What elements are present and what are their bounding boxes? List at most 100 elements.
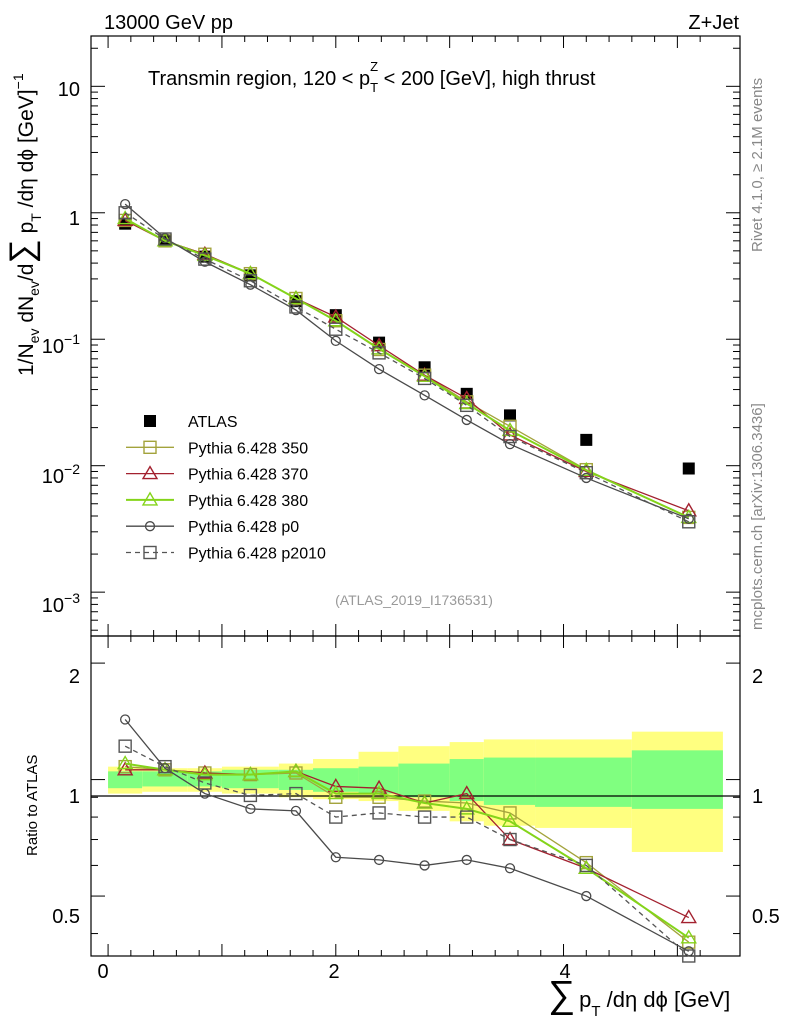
y-tick-1e-1: 10−1 — [42, 331, 80, 358]
x-tick-labels: 0 2 4 — [97, 961, 570, 983]
series-marker-2 — [327, 308, 345, 323]
ratio-marker-4 — [504, 863, 516, 874]
ratio-marker-3 — [501, 812, 519, 828]
ratio-marker-3 — [327, 785, 345, 800]
series-marker-3 — [287, 290, 305, 305]
ratio-series-layer — [116, 714, 697, 963]
ratio-bands — [108, 731, 723, 852]
ratio-marker-2 — [680, 909, 697, 924]
series-marker-4 — [504, 439, 516, 450]
y-tick-labels: 10−3 10−2 10−1 1 10 — [42, 79, 80, 617]
plot-title: Transmin region, 120 < pTZ < 200 [GeV], … — [148, 59, 596, 95]
series-marker-4 — [581, 472, 592, 484]
series-marker-3 — [116, 210, 134, 225]
ratio-marker-5 — [118, 739, 132, 753]
series-marker-3 — [242, 265, 259, 280]
series-marker-5 — [682, 515, 696, 529]
energy-label: 13000 GeV pp — [104, 12, 233, 34]
y-tick-10: 10 — [58, 79, 80, 101]
atlas-point-11 — [682, 462, 695, 475]
ratio-marker-1 — [503, 806, 517, 820]
y-tick-1e-3: 10−3 — [42, 590, 80, 617]
series-marker-3 — [370, 340, 388, 355]
ratio-marker-2 — [327, 778, 345, 793]
ratio-marker-3 — [680, 929, 697, 944]
y-tick-1e-2: 10−2 — [42, 461, 80, 488]
ratio-marker-3 — [458, 800, 475, 815]
series-marker-4 — [245, 279, 256, 290]
x-tick-4: 4 — [559, 961, 570, 983]
ratio-marker-5 — [460, 810, 474, 824]
ratio-tick-05-right: 0.5 — [752, 906, 780, 928]
ratio-marker-5 — [503, 832, 517, 847]
legend-marker-3 — [141, 491, 159, 506]
legend-marker-2 — [141, 465, 159, 480]
band-inner-8 — [449, 759, 484, 802]
band-inner-0 — [108, 771, 143, 789]
legend-label-1: Pythia 6.428 350 — [188, 440, 308, 457]
series-marker-5 — [118, 206, 132, 220]
ratio-line-3 — [125, 762, 690, 939]
process-label: Z+Jet — [688, 12, 739, 34]
series-marker-4 — [683, 513, 694, 524]
legend-label-5: Pythia 6.428 p2010 — [188, 546, 326, 563]
ratio-marker-5 — [329, 810, 343, 824]
legend-marker-5 — [143, 545, 157, 560]
x-tick-0: 0 — [97, 961, 108, 983]
band-inner-10 — [535, 757, 632, 807]
ratio-marker-3 — [370, 785, 388, 800]
ratio-marker-4 — [330, 852, 341, 863]
legend-label-0: ATLAS — [188, 414, 238, 431]
axis-ticks — [91, 36, 740, 956]
series-marker-5 — [289, 300, 303, 314]
ratio-marker-5 — [289, 786, 303, 801]
ratio-marker-4 — [290, 805, 302, 817]
band-inner-6 — [358, 766, 399, 794]
band-inner-7 — [398, 763, 450, 798]
ratio-marker-5 — [682, 949, 696, 963]
series-marker-4 — [461, 414, 472, 426]
series-marker-5 — [460, 398, 474, 413]
ratio-marker-2 — [458, 785, 475, 800]
ratio-marker-4 — [419, 860, 430, 871]
ratio-marker-5 — [198, 776, 212, 790]
series-marker-4 — [330, 335, 341, 347]
ratio-marker-4 — [120, 714, 131, 725]
mcplots-label: mcplots.cern.ch [arXiv:1306.3436] — [749, 403, 766, 630]
series-marker-3 — [578, 461, 595, 476]
ratio-marker-5 — [372, 806, 386, 820]
series-marker-5 — [198, 252, 212, 266]
ratio-tick-05-left: 0.5 — [52, 906, 80, 928]
main-series-layer — [116, 199, 697, 529]
ratio-marker-4 — [373, 854, 385, 866]
series-marker-5 — [417, 371, 432, 386]
series-marker-4 — [199, 256, 211, 267]
ratio-marker-5 — [243, 788, 258, 803]
series-marker-5 — [579, 466, 593, 480]
series-marker-3 — [416, 367, 433, 382]
ratio-marker-5 — [158, 759, 172, 774]
ratio-tick-1-left: 1 — [69, 786, 80, 808]
legend-label-4: Pythia 6.428 p0 — [188, 519, 299, 536]
ratio-marker-4 — [245, 803, 256, 815]
series-marker-3 — [327, 312, 345, 327]
analysis-id: (ATLAS_2019_I1736531) — [335, 592, 493, 608]
rivet-label: Rivet 4.1.0, ≥ 2.1M events — [749, 78, 766, 252]
ratio-marker-3 — [416, 794, 433, 809]
ratio-axis-label: Ratio to ATLAS — [24, 755, 41, 856]
legend-label-3: Pythia 6.428 380 — [188, 493, 308, 510]
legend-marker-1 — [143, 440, 157, 454]
legend-marker-4 — [144, 521, 156, 532]
series-marker-3 — [196, 247, 214, 262]
legend: ATLAS Pythia 6.428 350 Pythia 6.428 370 Pyt… — [126, 414, 326, 563]
ratio-marker-5 — [417, 810, 432, 824]
series-marker-3 — [501, 422, 519, 437]
ratio-marker-2 — [501, 831, 519, 846]
ratio-marker-5 — [579, 858, 593, 873]
legend-marker-0 — [144, 415, 156, 427]
atlas-point-10 — [580, 433, 593, 446]
ratio-line-2 — [125, 769, 690, 919]
ratio-marker-3 — [287, 762, 305, 778]
y-tick-1: 1 — [69, 208, 80, 230]
